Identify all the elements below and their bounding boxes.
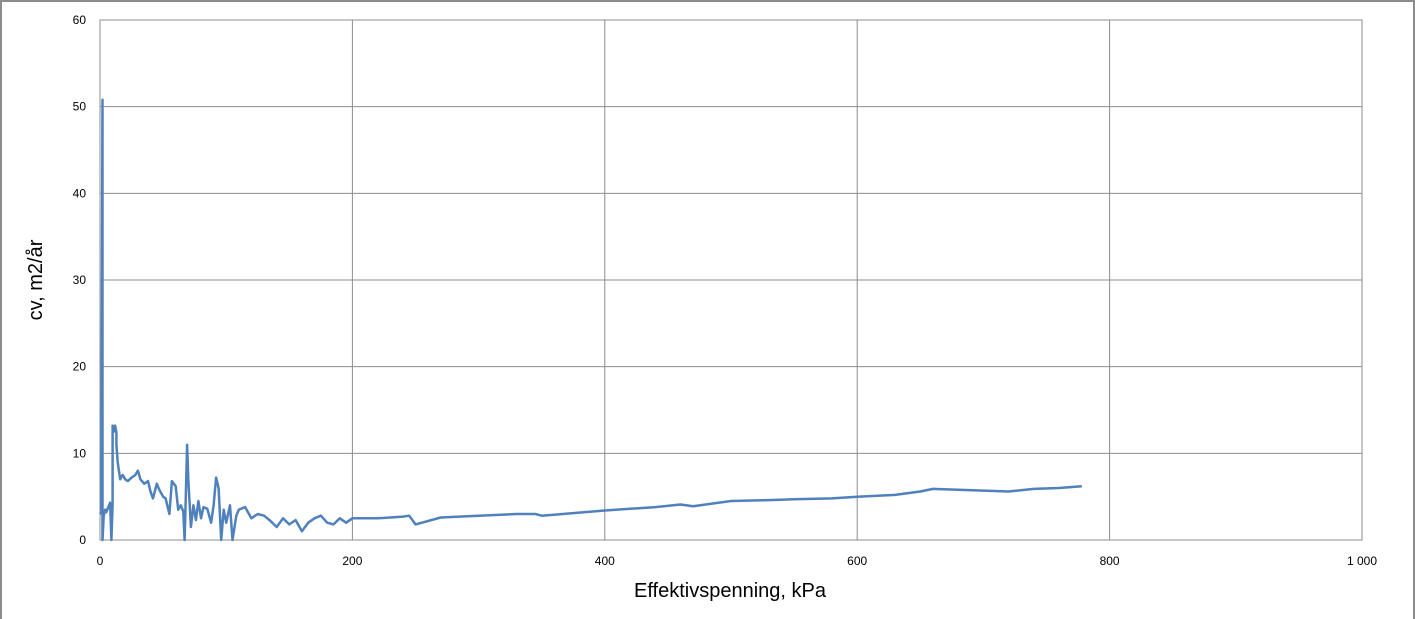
y-tick-label: 0 xyxy=(79,533,86,547)
y-tick-label: 10 xyxy=(73,446,87,460)
y-tick-labels: 0 10 20 30 40 50 60 xyxy=(73,13,87,547)
x-tick-label: 200 xyxy=(342,554,362,568)
series-layer xyxy=(99,98,1082,542)
plot-area xyxy=(99,19,1363,541)
y-axis-title: cv, m2/år xyxy=(25,239,47,320)
y-tick-label: 30 xyxy=(73,273,87,287)
x-tick-label: 400 xyxy=(595,554,615,568)
x-tick-label: 1 000 xyxy=(1347,554,1377,568)
x-tick-labels: 0 200 400 600 800 1 000 xyxy=(97,554,1378,568)
x-axis-title: Effektivspenning, kPa xyxy=(634,580,827,602)
x-tick-label: 0 xyxy=(97,554,104,568)
y-tick-label: 40 xyxy=(73,186,87,200)
x-tick-label: 800 xyxy=(1100,554,1120,568)
y-tick-label: 60 xyxy=(73,13,87,27)
series-line-0 xyxy=(99,98,1082,542)
y-tick-label: 50 xyxy=(73,100,87,114)
x-tick-label: 600 xyxy=(847,554,867,568)
gridlines xyxy=(99,19,1363,541)
y-tick-label: 20 xyxy=(73,360,87,374)
plot-border xyxy=(99,19,1363,541)
